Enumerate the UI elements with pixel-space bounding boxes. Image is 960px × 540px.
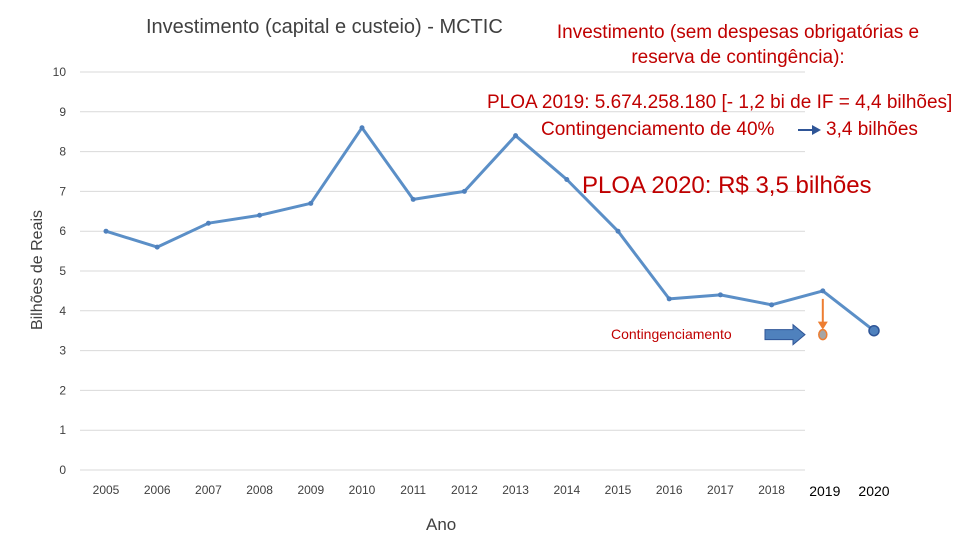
arrow-down-head	[817, 321, 828, 330]
y-tick-label: 4	[59, 304, 66, 318]
data-point	[769, 302, 775, 308]
x-tick-label: 2012	[451, 483, 478, 497]
data-point	[257, 212, 263, 218]
data-point	[820, 288, 826, 294]
data-point	[513, 133, 519, 139]
annotation-contingenciamento: Contingenciamento	[611, 326, 732, 342]
y-tick-label: 7	[59, 184, 66, 198]
y-axis-label: Bilhões de Reais	[29, 209, 46, 331]
x-axis-ticks: 2005 2006 2007 2008 2009 2010 2011 2012 2013 2014…	[93, 483, 890, 499]
data-points	[103, 125, 880, 341]
x-tick-label: 2017	[707, 483, 734, 497]
annotation-ploa-2020: PLOA 2020: R$ 3,5 bilhões	[582, 172, 872, 199]
annotation-contingenciamento-40-result: 3,4 bilhões	[826, 119, 918, 140]
data-point	[308, 200, 314, 206]
data-point	[461, 188, 467, 194]
x-tick-label: 2013	[502, 483, 529, 497]
y-tick-label: 0	[59, 463, 66, 477]
chart-title: Investimento (capital e custeio) - MCTIC	[146, 16, 503, 38]
series-line	[105, 126, 875, 332]
x-tick-label: 2010	[349, 483, 376, 497]
x-tick-label: 2016	[656, 483, 683, 497]
y-tick-label: 10	[53, 65, 67, 79]
data-point	[154, 244, 160, 250]
y-axis-ticks: 0 1 2 3 4 5 6 7 8 9 10	[53, 65, 67, 477]
data-point-contingenciamento	[818, 328, 828, 341]
x-tick-label: 2020	[858, 483, 889, 499]
y-tick-label: 5	[59, 264, 66, 278]
data-point	[868, 324, 880, 337]
x-tick-label: 2008	[246, 483, 273, 497]
y-tick-label: 8	[59, 145, 66, 159]
x-axis-label: Ano	[426, 515, 457, 534]
y-tick-label: 9	[59, 105, 66, 119]
y-tick-label: 3	[59, 344, 66, 358]
x-tick-label: 2018	[758, 483, 785, 497]
annotation-contingenciamento-40: Contingenciamento de 40%	[541, 119, 775, 140]
grid	[80, 71, 805, 471]
annotation-title: Investimento (sem despesas obrigatórias …	[556, 22, 920, 68]
data-point	[103, 228, 109, 234]
series-line-investimento	[105, 126, 875, 332]
x-tick-label: 2014	[553, 483, 580, 497]
arrow-right-small-head	[812, 125, 821, 135]
annotation-arrows	[764, 125, 828, 346]
y-tick-label: 2	[59, 383, 66, 397]
x-tick-label: 2007	[195, 483, 222, 497]
x-tick-label: 2005	[93, 483, 120, 497]
data-point	[359, 125, 365, 131]
data-point	[615, 228, 621, 234]
x-tick-label: 2006	[144, 483, 171, 497]
y-tick-label: 1	[59, 423, 66, 437]
x-tick-label: 2015	[605, 483, 632, 497]
x-tick-label: 2011	[400, 483, 426, 497]
arrow-right-contingenciamento	[764, 323, 806, 346]
x-tick-label: 2019	[809, 483, 840, 499]
annotation-ploa-2019: PLOA 2019: 5.674.258.180 [- 1,2 bi de IF…	[487, 92, 953, 113]
data-point	[564, 176, 570, 182]
data-point	[205, 220, 211, 226]
data-point	[410, 196, 416, 202]
data-point	[717, 292, 723, 298]
y-tick-label: 6	[59, 224, 66, 238]
data-point	[666, 296, 672, 302]
x-tick-label: 2009	[297, 483, 324, 497]
